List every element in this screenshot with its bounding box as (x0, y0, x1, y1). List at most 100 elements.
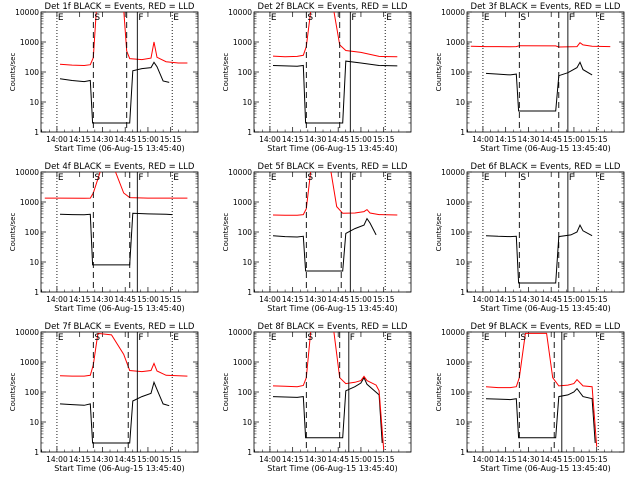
x-tick-label: 14:00 (472, 135, 494, 144)
event-marker-label: E (484, 333, 490, 343)
panel-5: Det 5f BLACK = Events, RED = LLD 1 10 100 10… (222, 162, 412, 313)
x-tick-label: 14:45 (114, 135, 136, 144)
event-marker-label: S (520, 333, 526, 343)
x-tick-label: 15:00 (563, 455, 585, 464)
panel-grid: Det 1f BLACK = Events, RED = LLD 1 10 100 10… (9, 2, 625, 473)
series-line-events (59, 212, 173, 266)
y-tick-label: 1 (460, 288, 465, 297)
panel-title: Det 7f BLACK = Events, RED = LLD (45, 322, 195, 332)
y-tick-label: 10 (242, 418, 252, 427)
x-tick-label: 15:00 (350, 135, 372, 144)
x-tick-label: 14:30 (92, 295, 114, 304)
x-tick-label: 14:15 (495, 295, 517, 304)
y-tick-label: 1 (34, 288, 39, 297)
event-marker-label: E (271, 13, 277, 23)
x-tick-label: 14:00 (472, 295, 494, 304)
series-line-events (485, 387, 596, 444)
series-line-events (59, 380, 170, 444)
x-tick-label: 14:45 (540, 295, 562, 304)
x-tick-label: 14:00 (259, 295, 281, 304)
y-tick-label: 100 (451, 68, 466, 77)
x-tick-label: 14:45 (327, 135, 349, 144)
y-axis-label: Counts/sec (435, 53, 443, 92)
x-tick-label: 14:15 (282, 455, 304, 464)
y-axis-label: Counts/sec (435, 373, 443, 412)
event-marker-label: E (484, 173, 490, 183)
series-group (272, 172, 398, 272)
x-axis-label: Start Time (06-Aug-15 13:45:40) (54, 144, 185, 153)
event-marker-label: E (386, 333, 392, 343)
y-tick-label: 10 (29, 98, 39, 107)
y-tick-label: 1000 (233, 38, 252, 47)
y-tick-label: 10 (455, 418, 465, 427)
x-axis-label: Start Time (06-Aug-15 13:45:40) (480, 144, 611, 153)
event-marker-label: F (569, 173, 574, 183)
y-axis-label: Counts/sec (222, 373, 230, 412)
event-marker-label: E (386, 173, 392, 183)
series-line-lld (272, 12, 398, 58)
event-marker-label: E (173, 13, 179, 23)
series-line-lld (44, 172, 188, 199)
y-tick-label: 100 (451, 228, 466, 237)
x-tick-label: 15:00 (350, 295, 372, 304)
event-marker-label: E (173, 173, 179, 183)
panel-8: Det 8f BLACK = Events, RED = LLD 1 10 100 10… (222, 322, 412, 473)
event-marker-label: E (599, 333, 605, 343)
event-marker-label: E (271, 173, 277, 183)
event-marker-label: E (58, 173, 64, 183)
event-marker-label: F (351, 13, 356, 23)
event-marker-label: F (138, 333, 143, 343)
y-tick-label: 100 (25, 68, 40, 77)
y-axis-label: Counts/sec (435, 213, 443, 252)
event-marker-label: F (138, 173, 143, 183)
series-group (470, 42, 611, 112)
series-group (272, 12, 398, 124)
y-tick-label: 100 (238, 388, 253, 397)
y-tick-label: 1000 (233, 358, 252, 367)
y-tick-label: 10 (455, 258, 465, 267)
x-tick-label: 15:15 (160, 295, 182, 304)
y-tick-label: 10 (242, 258, 252, 267)
event-marker-label: S (307, 333, 313, 343)
y-tick-label: 10000 (228, 168, 252, 177)
y-tick-label: 1 (247, 128, 252, 137)
event-marker-label: S (94, 13, 100, 23)
x-axis-label: Start Time (06-Aug-15 13:45:40) (480, 464, 611, 473)
event-marker-label: E (173, 333, 179, 343)
x-axis-label: Start Time (06-Aug-15 13:45:40) (267, 304, 398, 313)
y-tick-label: 10 (242, 98, 252, 107)
series-line-events (272, 376, 383, 444)
y-axis-label: Counts/sec (9, 213, 17, 252)
y-tick-label: 1 (34, 448, 39, 457)
series-group (59, 12, 188, 124)
x-tick-label: 14:00 (46, 135, 68, 144)
event-marker-label: E (58, 13, 64, 23)
panel-6: Det 6f BLACK = Events, RED = LLD 1 10 100 10… (435, 162, 625, 313)
panel-4: Det 4f BLACK = Events, RED = LLD 1 10 100 10… (9, 162, 199, 313)
panel-title: Det 2f BLACK = Events, RED = LLD (258, 2, 408, 12)
x-tick-label: 14:00 (472, 455, 494, 464)
x-tick-label: 15:15 (373, 135, 395, 144)
panel-7: Det 7f BLACK = Events, RED = LLD 1 10 100 10… (9, 322, 199, 473)
x-tick-label: 14:00 (259, 455, 281, 464)
series-line-lld (59, 12, 188, 67)
series-line-events (272, 217, 377, 272)
y-tick-label: 1 (460, 448, 465, 457)
y-tick-label: 1000 (233, 198, 252, 207)
y-tick-label: 10000 (15, 168, 39, 177)
panel-9: Det 9f BLACK = Events, RED = LLD 1 10 100 10… (435, 322, 625, 473)
panel-title: Det 1f BLACK = Events, RED = LLD (45, 2, 195, 12)
event-marker-label: S (307, 13, 313, 23)
series-line-events (272, 60, 398, 124)
y-tick-label: 10000 (228, 328, 252, 337)
event-marker-label: E (599, 13, 605, 23)
x-tick-label: 15:00 (350, 455, 372, 464)
y-tick-label: 10 (455, 98, 465, 107)
event-marker-label: F (138, 13, 143, 23)
event-marker-label: S (94, 173, 100, 183)
y-tick-label: 10 (29, 258, 39, 267)
x-tick-label: 14:45 (114, 295, 136, 304)
x-tick-label: 14:30 (518, 135, 540, 144)
